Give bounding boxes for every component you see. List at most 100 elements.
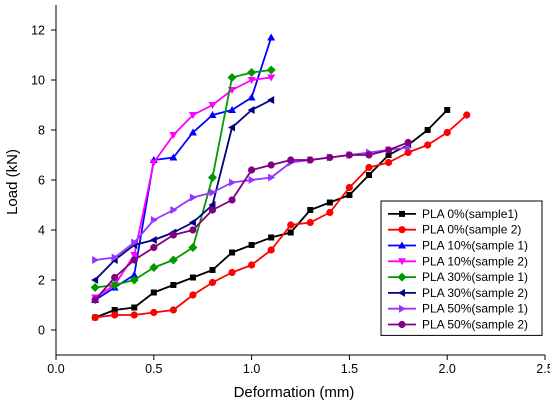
y-tick-label: 4 (38, 224, 45, 238)
data-point (248, 176, 256, 184)
data-point (365, 163, 373, 172)
data-point (149, 159, 158, 167)
data-point (169, 306, 177, 314)
data-point (170, 282, 177, 288)
data-point (267, 74, 276, 82)
series-line (94, 69, 272, 289)
data-point (208, 206, 217, 214)
data-point (208, 278, 217, 287)
data-point (169, 132, 178, 139)
data-point (345, 183, 353, 192)
legend-marker (398, 258, 406, 266)
data-point (444, 107, 451, 113)
legend-label: PLA 10%(sample 1) (422, 239, 528, 253)
data-point (267, 246, 275, 254)
data-point (229, 178, 237, 187)
series-line (94, 99, 272, 281)
data-point (306, 218, 314, 227)
data-point (345, 151, 353, 159)
series-layer (90, 33, 471, 322)
data-point (463, 111, 471, 119)
data-point (209, 188, 217, 197)
legend-label: PLA 30%(sample 1) (422, 270, 528, 284)
x-axis-title: Deformation (mm) (234, 384, 355, 401)
data-point (208, 102, 217, 109)
legend-marker (399, 304, 406, 313)
data-point (384, 158, 393, 167)
data-point (266, 65, 276, 75)
data-point (306, 156, 314, 164)
data-point (131, 304, 138, 311)
data-point (188, 243, 198, 252)
legend-item: PLA 30%(sample 1) (388, 270, 528, 284)
data-point (267, 96, 275, 104)
x-tick-label: 0.5 (145, 362, 162, 376)
data-point (92, 256, 100, 264)
data-point (227, 73, 237, 82)
legend-marker (399, 210, 405, 217)
data-point (150, 216, 158, 224)
data-point (168, 255, 178, 265)
data-point (209, 267, 216, 273)
data-point (189, 193, 197, 202)
data-point (365, 151, 373, 159)
data-point (384, 146, 393, 154)
data-point (189, 226, 197, 234)
legend-label: PLA 0%(sample 2) (422, 223, 521, 237)
series-6 (91, 96, 275, 284)
legend-item: PLA 30%(sample 2) (388, 286, 528, 300)
data-point (267, 33, 276, 41)
data-point (247, 68, 257, 77)
series-line (94, 76, 272, 299)
y-tick-label: 0 (38, 324, 45, 338)
data-point (287, 221, 295, 229)
legend-item: PLA 10%(sample 1) (388, 239, 528, 253)
y-axis-title: Load (kN) (4, 149, 21, 215)
data-point (110, 280, 120, 290)
data-point (228, 106, 237, 113)
data-point (150, 243, 158, 252)
data-point (207, 173, 217, 182)
data-point (111, 311, 119, 319)
x-tick-label: 2.0 (439, 362, 456, 376)
y-tick-label: 8 (38, 124, 45, 138)
data-point (111, 273, 119, 282)
data-point (189, 291, 197, 299)
data-point (131, 238, 139, 247)
series-4 (91, 74, 276, 302)
y-tick-label: 2 (38, 274, 45, 288)
axes: 0.0 0.5 1.0 1.5 2.0 2.5 0 2 4 6 8 10 12 (31, 5, 550, 376)
data-point (326, 208, 334, 217)
data-point (287, 156, 295, 164)
data-point (169, 231, 177, 239)
data-point (111, 253, 119, 262)
data-point (229, 249, 236, 256)
x-tick-label: 1.0 (243, 362, 260, 376)
legend-label: PLA 0%(sample1) (422, 207, 518, 221)
data-point (267, 161, 275, 169)
y-tick-label: 12 (31, 24, 45, 38)
data-point (150, 308, 158, 317)
series-3 (91, 33, 276, 303)
legend-label: PLA 50%(sample 2) (422, 318, 528, 332)
x-tick-label: 0.0 (47, 362, 64, 376)
series-line (94, 37, 273, 301)
data-point (326, 199, 333, 206)
data-point (150, 289, 157, 296)
legend: PLA 0%(sample1) PLA 0%(sample 2) PLA 10%(s… (380, 200, 543, 336)
data-point (228, 268, 236, 277)
legend-item: PLA 0%(sample 2) (388, 223, 521, 237)
series-8 (91, 138, 412, 304)
data-point (90, 283, 100, 292)
data-point (248, 261, 256, 269)
data-point (129, 275, 139, 285)
data-point (91, 313, 99, 322)
data-point (247, 106, 255, 114)
data-point (111, 307, 118, 313)
data-point (188, 218, 196, 227)
legend-label: PLA 30%(sample 2) (422, 286, 528, 300)
legend-marker (398, 241, 406, 249)
data-point (149, 236, 157, 244)
data-point (130, 256, 138, 264)
